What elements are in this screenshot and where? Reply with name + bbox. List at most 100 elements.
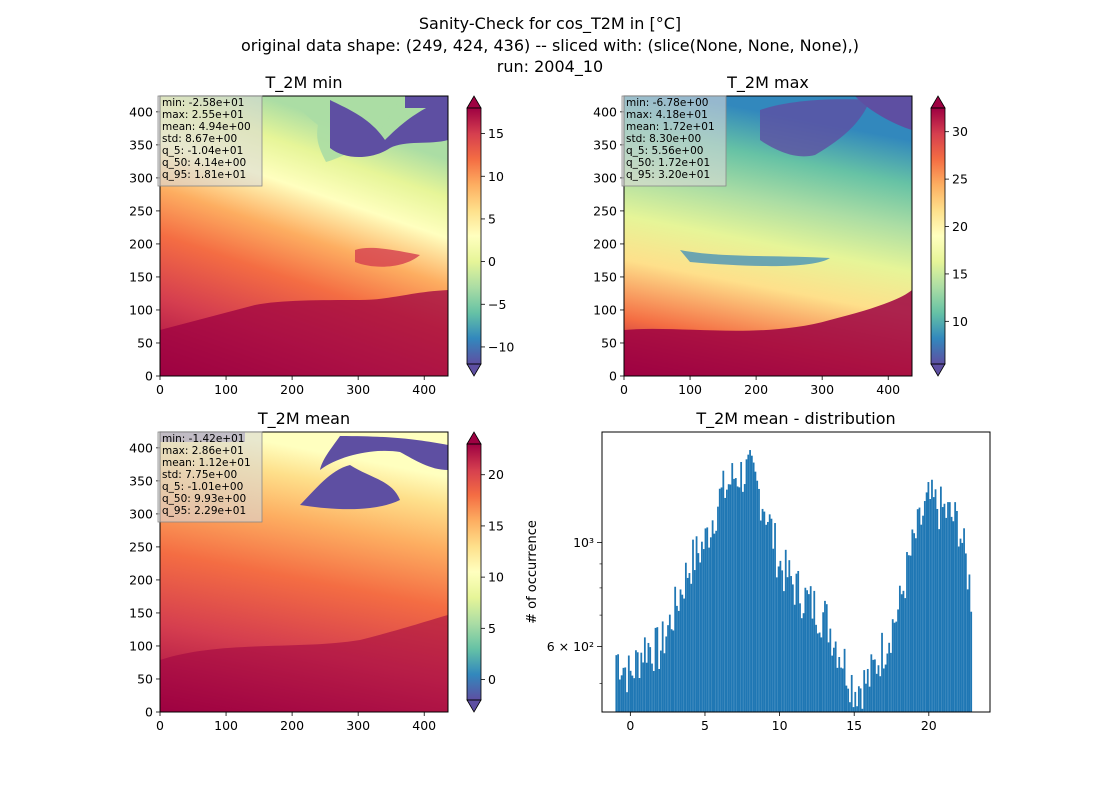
histogram-bar <box>809 586 812 712</box>
y-tick-label: 250 <box>593 203 617 218</box>
histogram-bar <box>797 570 800 712</box>
colorbar-frame <box>930 107 946 365</box>
colorbar-extend-top <box>466 95 482 109</box>
histogram-bar <box>854 691 857 712</box>
histogram-bar <box>952 521 955 712</box>
stat-line: q_95: 3.20e+01 <box>626 169 710 181</box>
y-tick-label: 100 <box>129 638 153 653</box>
stat-line: min: -1.42e+01 <box>162 433 244 445</box>
histogram-bar <box>790 576 792 712</box>
histogram-bar <box>929 499 932 712</box>
stat-line: q_5: -1.04e+01 <box>162 145 243 157</box>
histogram-bar <box>697 553 700 712</box>
histogram-bar <box>915 538 917 712</box>
histogram-bar <box>947 502 949 712</box>
histogram-bar <box>906 552 908 712</box>
histogram-axes: 0 5 10 15 20 10³ 6 × 10² <box>547 535 937 733</box>
colorbar-frame <box>466 107 482 365</box>
histogram-bar <box>923 501 926 712</box>
stat-line: q_5: -1.01e+00 <box>162 481 243 493</box>
stat-line: mean: 4.94e+00 <box>162 121 251 133</box>
histogram-bar <box>808 594 810 712</box>
colorbar-tick-label: 15 <box>488 518 504 533</box>
histogram-bar <box>827 642 830 712</box>
histogram-bar <box>635 650 637 712</box>
x-tick-label: 400 <box>876 382 900 397</box>
colorbar-tick-label: 10 <box>952 314 968 329</box>
colorbar: −10 −5 0 5 10 15 <box>466 95 514 377</box>
histogram-bar <box>802 613 805 712</box>
colorbar-tick-label: 0 <box>488 672 496 687</box>
histogram-bar <box>627 655 630 712</box>
histogram-bar <box>861 708 864 712</box>
y-tick-label: 350 <box>593 137 617 152</box>
histogram-bar <box>895 621 898 712</box>
histogram-bar <box>806 590 809 712</box>
colorbar-frame <box>466 443 482 701</box>
panel-t2m-max: T_2M max 0 100 200 300 400 0 50 100 150 200 250 30… <box>593 73 968 397</box>
panel-title: T_2M mean - distribution <box>695 409 895 429</box>
x-tick-label: 10 <box>772 718 788 733</box>
histogram-bar <box>683 598 685 712</box>
y-tick-label: 300 <box>593 170 617 185</box>
stats-box-background <box>621 95 727 187</box>
histogram-bar <box>727 484 730 712</box>
histogram-bar <box>783 591 785 712</box>
histogram-bar <box>677 610 680 712</box>
histogram-bar <box>709 537 712 712</box>
colorbar-tick-label: −5 <box>488 297 506 312</box>
histogram-bar <box>927 482 930 712</box>
y-tick-label: 350 <box>129 473 153 488</box>
histogram-bar <box>711 520 714 712</box>
histogram-bar <box>720 487 723 712</box>
histogram-bar <box>893 622 896 712</box>
heatmap-overlay <box>300 465 400 510</box>
histogram-bar <box>957 546 960 712</box>
histogram-bar <box>658 668 661 712</box>
stat-line: max: 4.18e+01 <box>626 109 708 121</box>
histogram-bar <box>617 654 619 712</box>
axes-frame <box>601 431 991 713</box>
histogram-bar <box>663 653 666 712</box>
histogram-bar <box>941 507 944 712</box>
histogram-bar <box>850 674 853 712</box>
histogram-bar <box>859 688 862 712</box>
heatmap-overlay <box>355 247 420 267</box>
heatmap-overlay <box>624 290 912 376</box>
stat-line: max: 2.55e+01 <box>162 109 244 121</box>
histogram-bar <box>747 454 750 712</box>
histogram-bar <box>834 641 837 712</box>
histogram-bar <box>738 487 741 712</box>
histogram-bar <box>874 659 876 712</box>
histogram-bar <box>717 506 719 712</box>
histogram-bar <box>684 562 687 712</box>
y-tick-label: 100 <box>593 302 617 317</box>
histogram-bar <box>815 624 817 712</box>
histogram-bar <box>656 627 659 712</box>
heatmap-overlay <box>320 436 448 470</box>
colorbar-gradient <box>467 108 481 364</box>
histogram-bar <box>750 455 753 712</box>
x-tick-label: 400 <box>412 382 436 397</box>
histogram-bar <box>718 488 721 712</box>
histogram-bar <box>852 707 855 712</box>
panel-title: T_2M max <box>726 73 809 93</box>
colorbar-tick-label: 25 <box>952 172 968 187</box>
stats-box: min: -2.58e+01 max: 2.55e+01 mean: 4.94e… <box>157 95 263 187</box>
histogram-bar <box>674 586 677 712</box>
histogram-bar <box>822 612 825 712</box>
histogram-bar <box>832 647 835 712</box>
histogram-bar <box>863 670 866 712</box>
stat-line: q_95: 1.81e+01 <box>162 169 246 181</box>
stat-line: q_95: 2.29e+01 <box>162 505 246 517</box>
axis-x: 0 100 200 300 400 <box>620 376 900 397</box>
colorbar: 0 5 10 15 20 <box>466 431 504 713</box>
histogram-bar <box>661 621 664 712</box>
axis-y: 0 50 100 150 200 250 300 350 400 <box>129 104 160 384</box>
histogram-bar <box>615 655 618 712</box>
x-tick-label: 300 <box>810 382 834 397</box>
colorbar-gradient <box>931 108 945 364</box>
histogram-bar <box>740 461 743 712</box>
histogram-bar <box>882 668 885 712</box>
